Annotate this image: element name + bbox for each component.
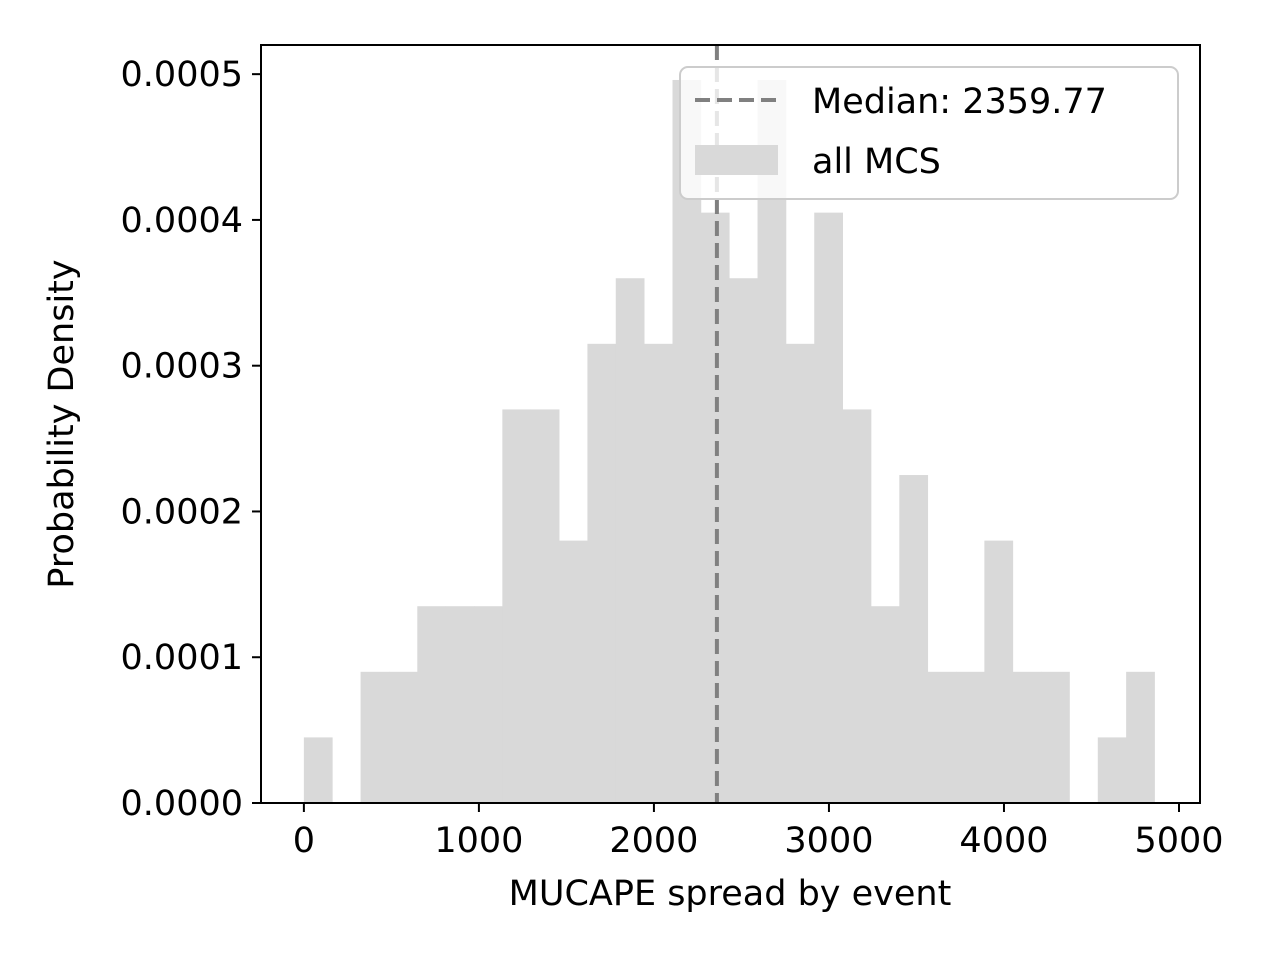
histogram-bar [615,278,645,804]
x-tick-label: 0 [293,821,315,861]
histogram-bars [303,79,1155,804]
histogram-bar [842,409,872,803]
x-tick-label: 2000 [609,821,698,861]
histogram-bar [388,671,418,803]
histogram-bar [644,343,673,803]
histogram-bar [1126,671,1155,803]
y-tick-label: 0.0001 [121,638,243,678]
histogram-bar [587,343,617,803]
histogram-bar [984,540,1014,803]
histogram-bar [360,671,390,803]
histogram-bar [1097,737,1127,803]
x-tick-label: 4000 [959,821,1048,861]
histogram-bar [672,79,702,804]
legend-box [679,66,1179,200]
histogram-bar [1012,671,1042,803]
y-axis-title: Probability Density [42,259,82,588]
legend-all-mcs-swatch [695,145,778,175]
x-axis-title: MUCAPE spread by event [509,874,952,914]
plot-frame [260,44,1201,804]
histogram-bar [303,737,333,803]
legend-median-label: Median: 2359.77 [812,82,1107,122]
y-axis-ticks: 0.0000 0.0001 0.0002 0.0003 0.0004 0.0005 [121,55,261,824]
legend-all-mcs-label: all MCS [812,142,941,182]
y-tick-label: 0.0000 [121,784,243,824]
histogram-bar [899,475,929,803]
x-tick-label: 1000 [434,821,523,861]
histogram-bar [927,671,957,803]
histogram-bar [814,212,843,803]
legend: Median: 2359.77 all MCS [679,66,1179,200]
histogram-bar [757,79,787,804]
histogram-bar [530,409,560,803]
y-tick-label: 0.0003 [121,347,243,387]
y-tick-label: 0.0004 [121,201,243,241]
histogram-bar [502,409,532,803]
histogram-bar [870,606,900,803]
histogram-bar [729,278,758,804]
histogram-bar [956,671,985,803]
x-axis-ticks: 0 1000 2000 3000 4000 5000 [293,803,1224,861]
x-tick-label: 5000 [1134,821,1223,861]
histogram-bar [1041,671,1070,803]
histogram-bar [445,606,475,803]
histogram-bar [785,343,815,803]
y-tick-label: 0.0002 [121,492,243,532]
histogram-bar [559,540,588,803]
x-tick-label: 3000 [784,821,873,861]
histogram-bar [474,606,503,803]
y-tick-label: 0.0005 [121,55,243,95]
histogram-bar [417,606,447,803]
